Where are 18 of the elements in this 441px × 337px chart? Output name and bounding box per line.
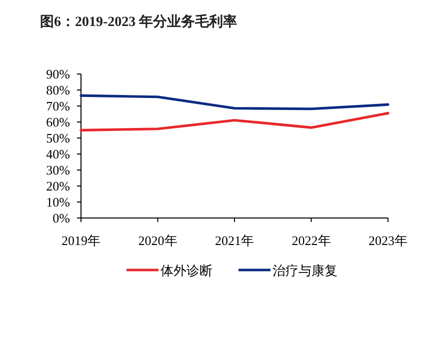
chart-title: 图6：2019-2023 年分业务毛利率 — [40, 13, 238, 30]
y-tick-label: 20% — [46, 178, 70, 194]
y-tick-label: 80% — [46, 82, 70, 98]
y-tick-label: 10% — [46, 194, 70, 210]
legend-label: 体外诊断 — [160, 263, 212, 278]
legend-label: 治疗与康复 — [272, 263, 338, 278]
y-tick-label: 60% — [46, 114, 70, 130]
x-tick-label: 2022年 — [292, 233, 331, 248]
y-tick-label: 50% — [46, 130, 70, 146]
y-tick-label: 40% — [46, 146, 70, 162]
y-tick-label: 90% — [46, 66, 70, 82]
x-tick-label: 2020年 — [138, 233, 178, 248]
y-tick-label: 30% — [46, 162, 70, 178]
y-tick-label: 70% — [46, 98, 70, 114]
x-tick-label: 2023年 — [368, 233, 408, 248]
x-tick-label: 2019年 — [62, 233, 100, 248]
y-tick-label: 0% — [52, 210, 70, 226]
x-tick-label: 2021年 — [215, 233, 254, 248]
